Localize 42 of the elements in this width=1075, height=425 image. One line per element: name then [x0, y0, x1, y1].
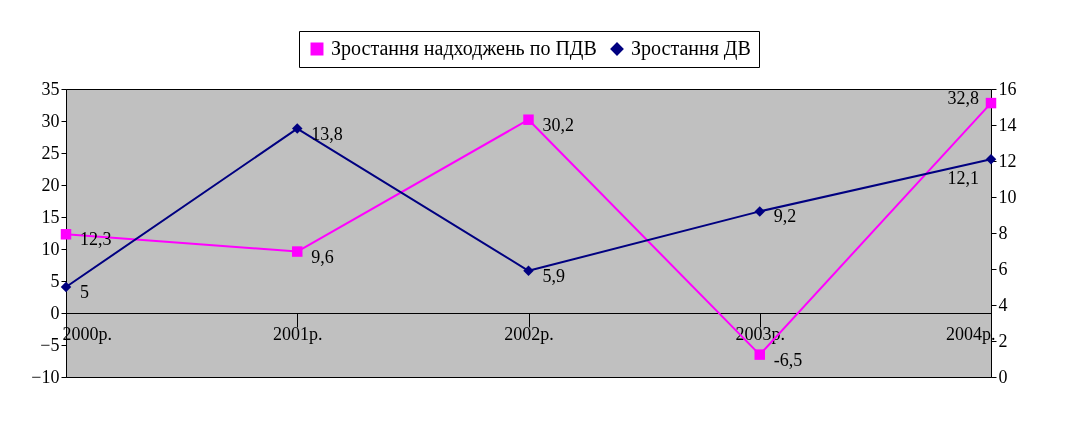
y2-tick-label: 8 [998, 222, 1008, 243]
data-label: 13,8 [311, 123, 343, 144]
y-tick-label: 15 [41, 206, 60, 227]
y-tick-label: 35 [41, 78, 60, 99]
point [292, 246, 303, 257]
data-label: 9,6 [311, 246, 334, 267]
y2-tick-label: 12 [998, 150, 1017, 171]
y2-tick-label: 0 [998, 366, 1008, 387]
y-tick-label: 10 [41, 238, 60, 259]
y-tick-label: 20 [41, 174, 60, 195]
y2-tick-label: 10 [998, 186, 1017, 207]
point [60, 229, 72, 240]
point [292, 123, 303, 134]
point [523, 114, 534, 125]
data-label: 5 [80, 282, 89, 302]
y2-tick-label: 16 [998, 78, 1017, 99]
y2-tick-label: 6 [998, 258, 1008, 279]
point [754, 206, 765, 217]
point [985, 97, 997, 109]
point [523, 265, 534, 277]
y-tick-label: 30 [41, 110, 60, 131]
data-label: 12,1 [947, 168, 979, 189]
data-label: 32,8 [947, 88, 979, 109]
y2-tick-label: 2 [998, 330, 1008, 351]
y2-tick-label: 4 [998, 294, 1008, 315]
data-label: 30,2 [542, 114, 574, 135]
x-tick-label: 2002р. [504, 323, 554, 344]
y-tick-label: −10 [31, 366, 60, 387]
legend-label: Зростання ДВ [631, 37, 751, 60]
data-label: 9,2 [773, 206, 797, 227]
point [754, 349, 765, 360]
y-tick-label: −5 [40, 334, 60, 355]
y2-tick-label: 14 [998, 114, 1017, 135]
y-tick-label: 5 [50, 270, 60, 291]
data-label: -6,5 [773, 349, 803, 370]
x-tick-label: 2001р. [273, 323, 323, 344]
point [985, 153, 997, 165]
legend-label: Зростання надходжень по ПДВ [331, 37, 597, 60]
y-tick-label: 0 [50, 302, 60, 323]
y-tick-label: 25 [41, 142, 60, 163]
data-label: 5,9 [542, 265, 565, 286]
point [60, 281, 72, 293]
